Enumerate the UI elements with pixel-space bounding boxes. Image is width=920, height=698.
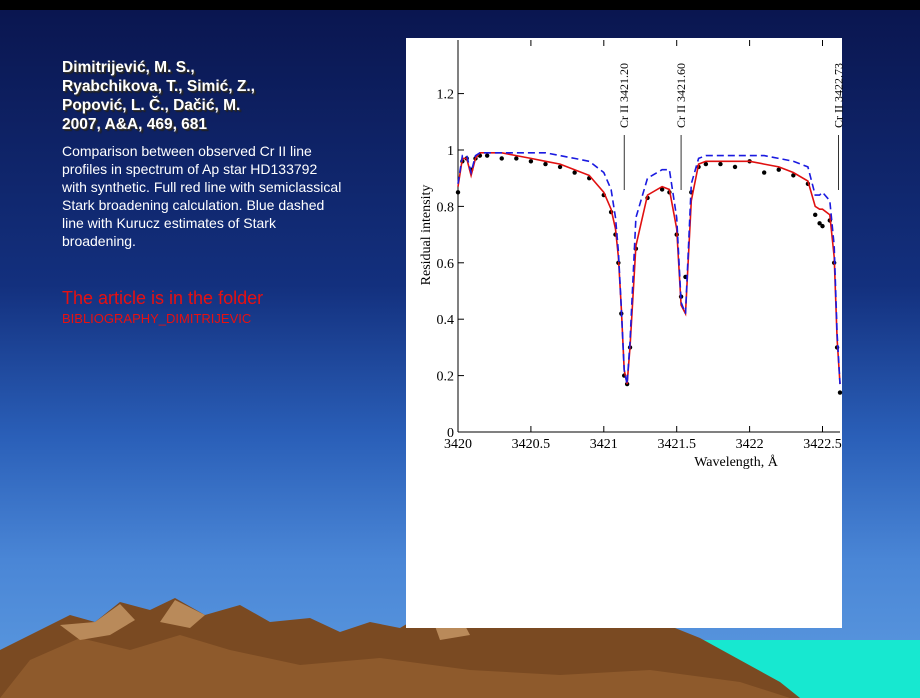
y-tick-label: 0.6 [437,257,455,272]
reference-line: 2007, A&A, 469, 681 [62,116,208,133]
mountain-highlight [60,604,135,640]
y-tick-label: 0.8 [437,200,455,215]
observed-point [837,390,843,395]
mountain-highlight [160,600,205,628]
x-tick-label: 3420.5 [512,437,551,452]
mountains-front [0,635,790,698]
observed-point [455,190,461,195]
chart: Residual intensity Wavelength, Å 0 0.2 0.4… [406,38,846,628]
annotation: Cr II 3422.73 [832,63,846,128]
observed-point [718,161,723,167]
profile-line [457,152,841,385]
observed-point [572,170,577,175]
observed-point [543,161,548,167]
x-tick-label: 3421.5 [657,437,696,452]
observed-point [820,223,825,229]
observed-point [484,153,490,158]
annotation: Cr II 3421.60 [674,63,688,128]
observed-point [499,156,504,161]
y-tick-label: 1 [447,144,454,159]
y-tick-label: 1.2 [437,88,455,103]
observed-point [776,167,781,172]
observed-point [703,161,709,167]
observed-point [813,212,818,218]
y-tick-label: 0.4 [437,313,455,328]
reference: Dimitrijević, M. S., Ryabchikova, T., Si… [62,58,342,134]
observed-point [528,159,534,164]
x-tick-label: 3421 [590,437,618,452]
observed-point [557,164,563,170]
y-tick-label: 0 [447,426,454,441]
observed-point [514,156,519,161]
annotation: Cr II 3421.20 [617,63,631,128]
profile-line [457,152,841,385]
observed-point [659,187,665,192]
note: The article is in the folder [62,288,264,308]
y-tick-label: 0.2 [437,370,455,385]
observed-point [791,173,796,178]
y-axis-label: Residual intensity [419,185,434,286]
observed-point [732,164,738,170]
x-tick-label: 3422 [736,437,764,452]
note: BIBLIOGRAPHY_DIMITRIJEVIC [62,311,252,326]
text-block: Dimitrijević, M. S., Ryabchikova, T., Si… [62,58,342,326]
x-axis-label: Wavelength, Å [694,454,779,470]
x-tick-label: 3420 [444,437,472,452]
x-tick-label: 3422.5 [803,437,842,452]
slide: Dimitrijević, M. S., Ryabchikova, T., Si… [0,10,920,698]
observed-point [817,221,822,226]
reference-line: Dimitrijević, M. S., [62,59,195,76]
observed-point [761,170,767,175]
reference-line: Ryabchikova, T., Simić, Z., [62,78,255,95]
reference-line: Popović, L. Č., Dačić, M. [62,97,241,114]
description: Comparison between observed Cr II line p… [62,143,342,249]
